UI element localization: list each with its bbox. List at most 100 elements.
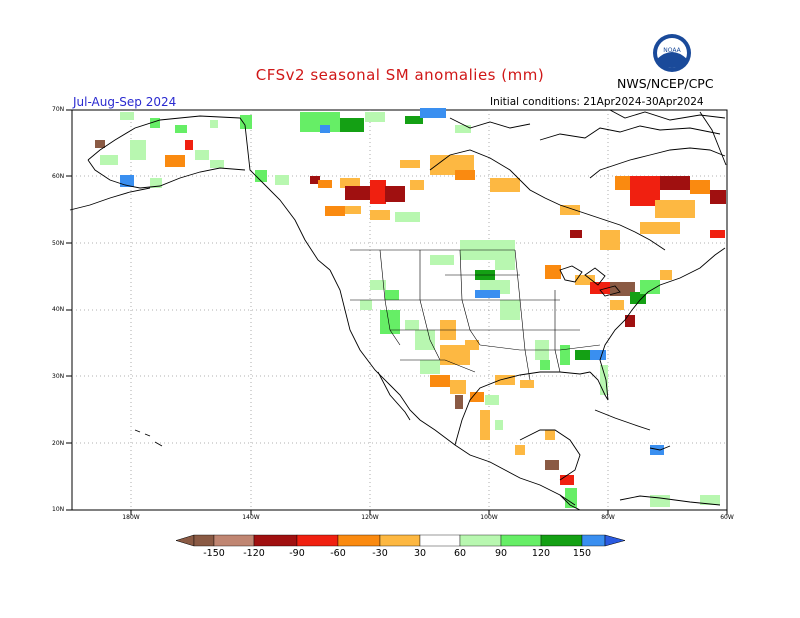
anomaly-cell: [610, 282, 635, 296]
anomaly-cell: [495, 240, 515, 270]
anomaly-cell: [185, 140, 193, 150]
anomaly-cell: [545, 265, 561, 279]
anomaly-cell: [120, 175, 134, 187]
anomaly-cell: [420, 360, 440, 374]
anomaly-cell: [625, 315, 635, 327]
anomaly-cell: [150, 118, 160, 128]
anomaly-cell: [710, 230, 725, 238]
anomaly-cell: [405, 116, 423, 124]
anomaly-cell: [560, 345, 570, 365]
anomaly-cell: [560, 475, 574, 485]
anomaly-cell: [455, 395, 463, 409]
lon-label-80w: 80W: [601, 514, 615, 521]
anomaly-cell: [360, 300, 372, 310]
anomaly-cell: [345, 206, 361, 214]
anomaly-cell: [610, 300, 624, 310]
anomaly-cell: [660, 176, 690, 190]
anomaly-cell: [520, 380, 534, 388]
axis-ticks: [66, 109, 728, 515]
colorbar-tick: 60: [453, 548, 467, 559]
colorbar-arrow-left: [175, 534, 195, 547]
chart-title: CFSv2 seasonal SM anomalies (mm): [255, 66, 545, 84]
anomaly-cell: [540, 360, 550, 370]
anomaly-cell: [420, 108, 446, 118]
colorbar-segment: [296, 534, 339, 547]
anomaly-cell: [340, 178, 360, 188]
anomaly-cell: [710, 190, 726, 204]
anomaly-cell: [385, 186, 405, 202]
colorbar-segment: [459, 534, 502, 547]
anomaly-cell: [310, 176, 320, 184]
anomaly-cell: [195, 150, 209, 160]
anomaly-cell: [455, 170, 475, 180]
colorbar-tick: 30: [413, 548, 427, 559]
anomaly-cell: [175, 125, 187, 133]
forecast-period: Jul-Aug-Sep 2024: [73, 95, 177, 109]
lat-label-60n: 60N: [52, 173, 65, 180]
anomaly-cell: [400, 160, 420, 168]
colorbar-segment: [379, 534, 421, 547]
colorbar-segment: [253, 534, 298, 547]
anomaly-cell: [370, 180, 386, 204]
anomaly-cell: [240, 115, 252, 129]
anomaly-cell: [500, 300, 520, 320]
anomaly-cell: [690, 180, 710, 194]
lat-label-70n: 70N: [52, 106, 65, 113]
anomaly-cell: [630, 292, 646, 304]
anomaly-cell: [275, 175, 289, 185]
credit-label: NWS/NCEP/CPC: [617, 76, 714, 91]
anomaly-cell: [485, 395, 499, 405]
colorbar-segment: [581, 534, 606, 547]
anomaly-cell: [575, 275, 595, 285]
anomaly-cell: [415, 330, 435, 350]
anomaly-cell: [430, 255, 454, 265]
anomaly-cell: [600, 230, 620, 250]
lat-label-50n: 50N: [52, 240, 65, 247]
lat-label-30n: 30N: [52, 373, 65, 380]
anomaly-cell: [490, 178, 520, 192]
colorbar: [175, 534, 626, 547]
anomaly-cell: [370, 210, 390, 220]
anomaly-cell: [380, 310, 400, 334]
colorbar-segment: [213, 534, 255, 547]
anomaly-cell: [650, 445, 664, 455]
anomaly-cell: [495, 375, 515, 385]
anomaly-cell: [210, 120, 218, 128]
anomaly-cell: [340, 118, 364, 132]
lat-label-40n: 40N: [52, 306, 65, 313]
anomaly-cell: [560, 205, 580, 215]
anomaly-cell: [150, 178, 162, 188]
anomaly-cell: [590, 282, 610, 294]
colorbar-tick: -90: [289, 548, 305, 559]
colorbar-arrow-right: [604, 534, 626, 547]
colorbar-segment: [540, 534, 583, 547]
anomaly-cell: [545, 430, 555, 440]
anomaly-cell: [470, 392, 484, 402]
lon-label-180w: 180W: [122, 514, 140, 521]
colorbar-tick: -60: [330, 548, 346, 559]
coastlines: [69, 109, 727, 511]
anomaly-cell: [370, 280, 386, 290]
anomaly-cell: [495, 420, 503, 430]
anomaly-cell: [640, 222, 680, 234]
anomaly-cell: [100, 155, 118, 165]
colorbar-tick: -120: [243, 548, 265, 559]
anomaly-cell: [575, 350, 591, 360]
colorbar-segment: [337, 534, 381, 547]
anomaly-cells: [95, 108, 726, 508]
anomaly-cell: [210, 160, 224, 168]
initial-conditions: Initial conditions: 21Apr2024-30Apr2024: [490, 96, 704, 108]
anomaly-cell: [410, 180, 424, 190]
state-borders: [350, 249, 601, 381]
anomaly-cell: [640, 280, 660, 294]
anomaly-cell: [700, 495, 720, 505]
anomaly-cell: [440, 345, 470, 365]
anomaly-cell: [650, 495, 670, 507]
anomaly-cell: [405, 320, 419, 330]
lat-label-20n: 20N: [52, 440, 65, 447]
anomaly-cell: [318, 180, 332, 188]
anomaly-cell: [345, 186, 375, 200]
anomaly-cell: [365, 112, 385, 122]
colorbar-tick: 150: [572, 548, 592, 559]
